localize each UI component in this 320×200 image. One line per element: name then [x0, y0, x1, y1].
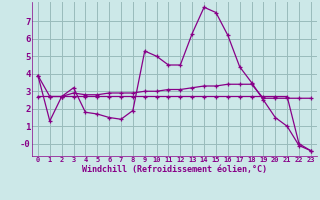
X-axis label: Windchill (Refroidissement éolien,°C): Windchill (Refroidissement éolien,°C) — [82, 165, 267, 174]
